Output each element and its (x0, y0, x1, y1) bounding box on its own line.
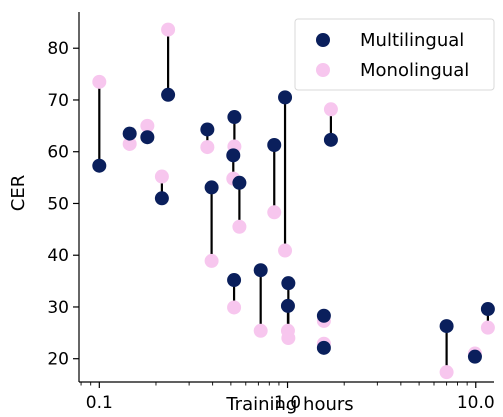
monolingual-point (253, 323, 268, 338)
monolingual-point (161, 22, 176, 37)
y-axis-label: CER (8, 175, 29, 211)
legend-label-monolingual: Monolingual (360, 60, 469, 81)
legend: Multilingual Monolingual (294, 18, 495, 91)
x-tick-label: 1.0 (274, 393, 301, 413)
multilingual-point (92, 158, 107, 173)
monolingual-point (122, 136, 137, 151)
multilingual-point (267, 137, 282, 152)
multilingual-point (226, 148, 241, 163)
multilingual-point (467, 349, 482, 364)
multilingual-point (253, 263, 268, 278)
y-tick-label: 20 (47, 350, 69, 370)
monolingual-point (204, 253, 219, 268)
monolingual-point (280, 323, 295, 338)
multilingual-point (280, 298, 295, 313)
legend-frame (294, 18, 495, 91)
multilingual-point (122, 126, 137, 141)
x-tick-label: 10.0 (457, 393, 495, 413)
multilingual-point (480, 302, 495, 317)
y-tick-label: 50 (47, 194, 69, 214)
data-points (92, 22, 495, 380)
monolingual-point (232, 219, 247, 234)
multilingual-point (316, 340, 331, 355)
x-tick-label: 0.1 (86, 393, 113, 413)
monolingual-point (140, 118, 155, 133)
monolingual-point (154, 169, 169, 184)
monolingual-point (323, 102, 338, 117)
monolingual-point (200, 140, 215, 155)
multilingual-point (316, 308, 331, 323)
monolingual-point (227, 300, 242, 315)
legend-marker-monolingual (316, 63, 330, 77)
y-tick-label: 30 (47, 298, 69, 318)
axes: 20 30 40 50 60 70 80 0.1 1.0 10.0 (47, 12, 495, 413)
monolingual-point (439, 365, 454, 380)
legend-label-multilingual: Multilingual (360, 30, 464, 51)
multilingual-point (227, 273, 242, 288)
multilingual-point (278, 90, 293, 105)
x-axis-label: Training hours (225, 394, 353, 415)
monolingual-point (267, 205, 282, 220)
y-tick-label: 70 (47, 91, 69, 111)
legend-marker-multilingual (316, 33, 330, 47)
y-tick-label: 40 (47, 246, 69, 266)
multilingual-point (140, 130, 155, 145)
multilingual-point (204, 180, 219, 195)
monolingual-point (480, 320, 495, 335)
multilingual-point (161, 87, 176, 102)
multilingual-point (154, 191, 169, 206)
multilingual-point (281, 276, 296, 291)
multilingual-point (323, 132, 338, 147)
y-tick-label: 60 (47, 143, 69, 163)
multilingual-point (227, 110, 242, 125)
multilingual-point (200, 122, 215, 137)
multilingual-point (232, 175, 247, 190)
y-tick-label: 80 (47, 39, 69, 59)
monolingual-point (92, 74, 107, 89)
multilingual-point (439, 319, 454, 334)
monolingual-point (278, 243, 293, 258)
